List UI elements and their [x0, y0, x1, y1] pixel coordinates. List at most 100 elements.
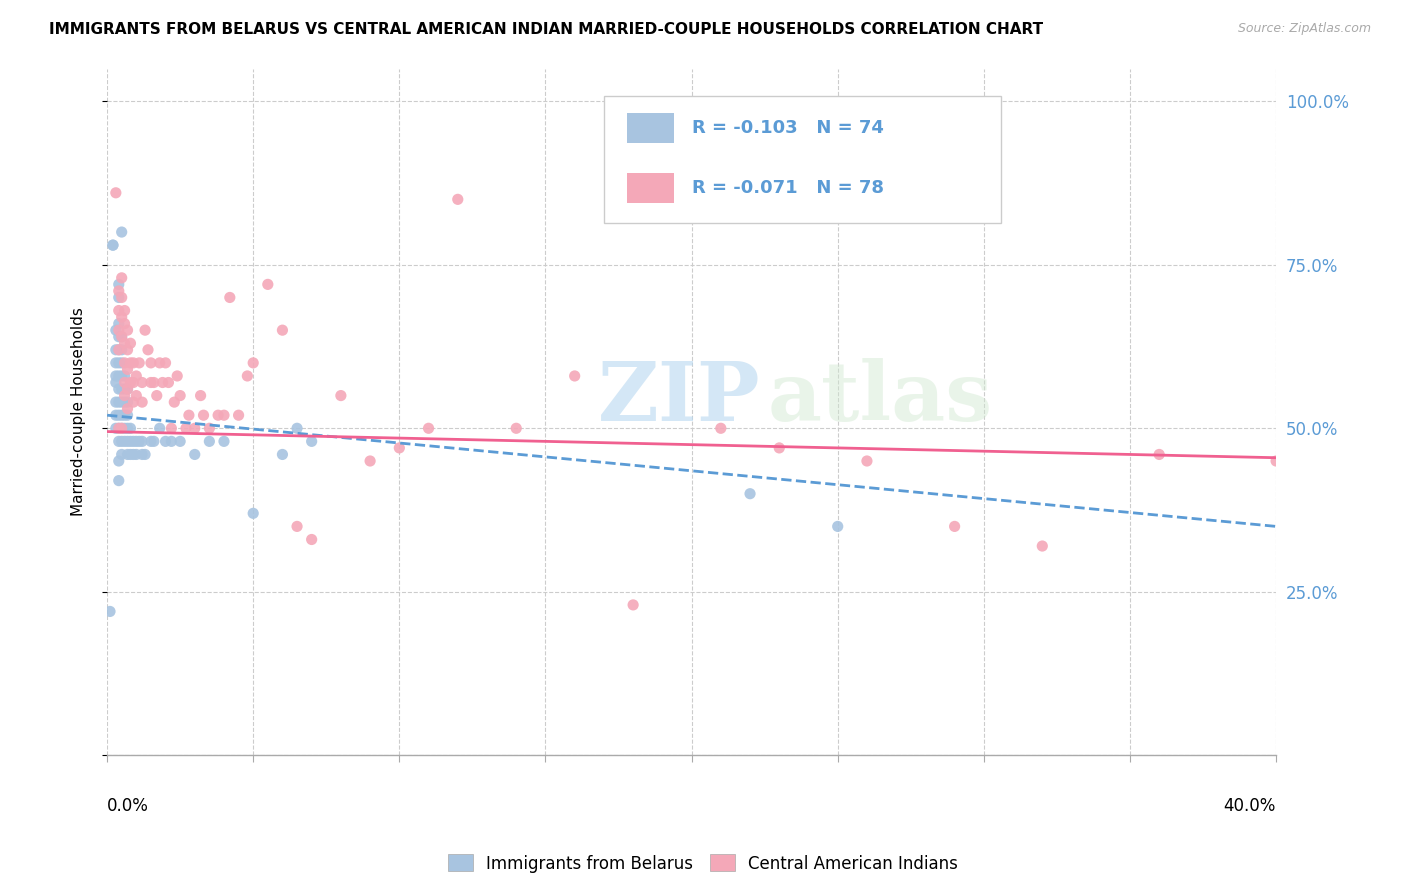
Point	[122, 434, 145, 449]
Point	[111, 329, 134, 343]
Point	[120, 336, 142, 351]
Point	[104, 421, 127, 435]
Point	[107, 323, 129, 337]
Point	[117, 362, 139, 376]
Point	[120, 447, 142, 461]
Point	[104, 395, 127, 409]
Point	[101, 238, 124, 252]
Point	[101, 238, 124, 252]
Point	[117, 447, 139, 461]
Point	[125, 447, 148, 461]
Point	[107, 454, 129, 468]
Point	[131, 447, 153, 461]
Point	[768, 441, 790, 455]
Point	[111, 408, 134, 422]
Point	[120, 434, 142, 449]
Point	[131, 395, 153, 409]
Point	[111, 225, 134, 239]
Point	[301, 533, 323, 547]
Point	[142, 376, 165, 390]
Point	[111, 447, 134, 461]
Point	[107, 408, 129, 422]
Point	[184, 447, 207, 461]
Point	[142, 434, 165, 449]
Point	[329, 388, 352, 402]
Point	[107, 277, 129, 292]
Point	[160, 421, 183, 435]
Point	[198, 421, 221, 435]
Point	[139, 434, 162, 449]
Point	[177, 408, 200, 422]
Point	[218, 290, 240, 304]
Point	[111, 421, 134, 435]
Point	[114, 368, 136, 383]
Text: R = -0.103   N = 74: R = -0.103 N = 74	[692, 119, 883, 137]
Point	[104, 368, 127, 383]
Point	[827, 519, 849, 533]
Point	[155, 434, 177, 449]
Point	[128, 434, 150, 449]
Point	[107, 303, 129, 318]
Point	[505, 421, 527, 435]
Point	[98, 604, 121, 618]
Point	[122, 376, 145, 390]
Point	[271, 447, 294, 461]
Point	[131, 376, 153, 390]
Point	[738, 486, 761, 500]
Point	[111, 356, 134, 370]
Point	[120, 421, 142, 435]
Point	[242, 356, 264, 370]
Text: 40.0%: 40.0%	[1223, 797, 1277, 814]
Point	[190, 388, 212, 402]
Point	[120, 376, 142, 390]
Point	[111, 329, 134, 343]
Legend: Immigrants from Belarus, Central American Indians: Immigrants from Belarus, Central America…	[441, 847, 965, 880]
Y-axis label: Married-couple Households: Married-couple Households	[72, 308, 86, 516]
Point	[107, 474, 129, 488]
Point	[104, 408, 127, 422]
Point	[256, 277, 278, 292]
Point	[111, 434, 134, 449]
Point	[104, 376, 127, 390]
Point	[621, 598, 644, 612]
Point	[107, 421, 129, 435]
Point	[111, 421, 134, 435]
Point	[388, 441, 411, 455]
Point	[114, 421, 136, 435]
Point	[301, 434, 323, 449]
Text: atlas: atlas	[768, 359, 993, 438]
Point	[447, 192, 470, 206]
Point	[117, 343, 139, 357]
Point	[145, 388, 167, 402]
Point	[114, 303, 136, 318]
Point	[107, 329, 129, 343]
Point	[122, 447, 145, 461]
Point	[174, 421, 197, 435]
Point	[139, 356, 162, 370]
Point	[228, 408, 250, 422]
FancyBboxPatch shape	[605, 96, 1001, 223]
Point	[122, 395, 145, 409]
Point	[114, 408, 136, 422]
Point	[1031, 539, 1053, 553]
Point	[111, 270, 134, 285]
Point	[166, 368, 188, 383]
Point	[207, 408, 229, 422]
Point	[117, 434, 139, 449]
Point	[104, 356, 127, 370]
Point	[117, 421, 139, 435]
Text: R = -0.071   N = 78: R = -0.071 N = 78	[692, 179, 883, 197]
Point	[212, 434, 235, 449]
Point	[169, 434, 191, 449]
Bar	[627, 113, 673, 144]
Point	[359, 454, 381, 468]
Point	[114, 395, 136, 409]
Point	[120, 356, 142, 370]
Text: 0.0%: 0.0%	[107, 797, 149, 814]
Point	[117, 408, 139, 422]
Point	[125, 388, 148, 402]
Point	[152, 376, 174, 390]
Point	[184, 421, 207, 435]
Point	[117, 382, 139, 396]
Point	[114, 434, 136, 449]
